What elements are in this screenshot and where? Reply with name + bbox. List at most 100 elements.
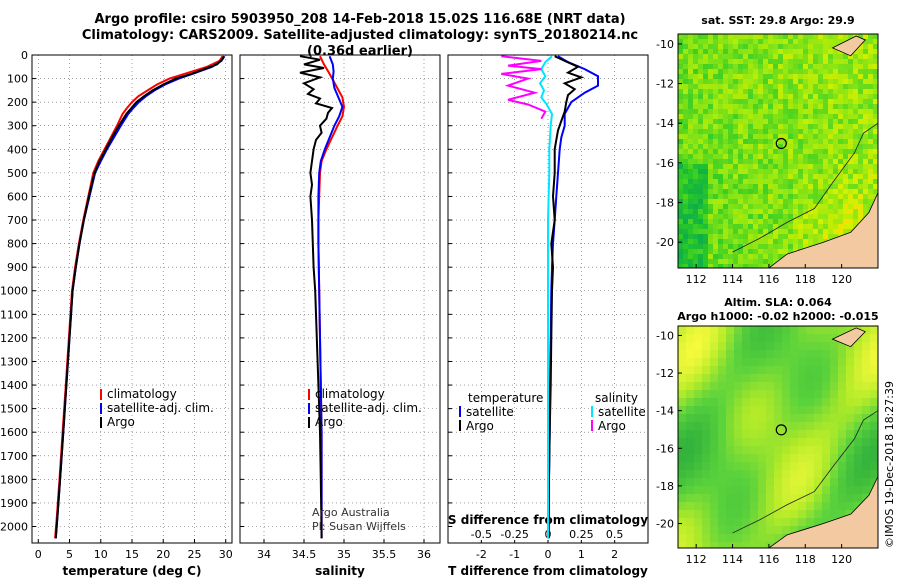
map-subtitle: Argo h1000: -0.02 h2000: -0.015 — [677, 310, 878, 323]
depth-tick-label: 1500 — [0, 403, 28, 416]
lon-tick-label: 112 — [686, 273, 707, 286]
series-line-s-argo — [501, 55, 547, 120]
depth-tick-label: 1100 — [0, 308, 28, 321]
depth-tick-label: 300 — [7, 120, 28, 133]
depth-tick-label: 2000 — [0, 520, 28, 533]
series-line-argo — [299, 55, 334, 539]
s-tick-label: 0.25 — [569, 528, 594, 541]
bathymetry-contour — [732, 122, 878, 253]
depth-tick-label: 1700 — [0, 450, 28, 463]
figure-title: Argo profile: csiro 5903950_208 14-Feb-2… — [94, 12, 626, 27]
depth-tick-label: 600 — [7, 190, 28, 203]
x-tick-label: 34 — [257, 548, 271, 561]
map-frame — [677, 33, 879, 269]
lat-tick-label: -10 — [656, 329, 674, 342]
s-tick-label: -0.25 — [500, 528, 528, 541]
depth-tick-label: 1300 — [0, 355, 28, 368]
x-axis-label: salinity — [315, 564, 365, 578]
sla-map-panel: 112 114 116 118 120 -10 -12 -14 -16 -18 -20 Altim. … — [656, 296, 879, 566]
lon-tick-label: 120 — [831, 553, 852, 566]
bathymetry-contour — [732, 410, 878, 534]
map-title: Altim. SLA: 0.064 — [724, 296, 832, 309]
depth-tick-label: 800 — [7, 238, 28, 251]
x-tick-label: 35.5 — [372, 548, 397, 561]
panel-frame — [447, 54, 649, 544]
x-tick-label: 36 — [417, 548, 431, 561]
x-tick-label: 5 — [66, 548, 73, 561]
legend-label: satellite — [466, 405, 514, 419]
lon-tick-label: 118 — [795, 273, 816, 286]
x-tick-label: -1 — [509, 548, 520, 561]
legend-title-temperature: temperature — [468, 391, 543, 405]
legend-label: Argo — [107, 415, 135, 429]
series-line-t-satellite — [547, 55, 599, 539]
s-tick-label: -0.5 — [471, 528, 492, 541]
series-line-climatology — [54, 55, 224, 539]
x-tick-label: 0 — [35, 548, 42, 561]
series-line-t-argo — [547, 55, 585, 539]
coastline-land — [768, 476, 878, 548]
depth-tick-label: 400 — [7, 143, 28, 156]
panel-frame — [239, 54, 441, 544]
x-tick-label: 35 — [337, 548, 351, 561]
sst-map-panel: 112 114 116 118 120 -10 -12 -14 -16 -18 -20 sat. SS… — [656, 14, 879, 286]
island-land — [831, 327, 866, 348]
map-frame — [677, 325, 879, 549]
argo-float-marker — [775, 424, 787, 436]
panel-frame — [31, 54, 233, 544]
lat-tick-label: -16 — [656, 157, 674, 170]
depth-tick-label: 1400 — [0, 379, 28, 392]
argo-float-marker — [775, 137, 787, 150]
lon-tick-label: 116 — [758, 273, 779, 286]
lon-tick-label: 118 — [795, 553, 816, 566]
lat-tick-label: -20 — [656, 236, 674, 249]
series-line-satellite-adj-clim- — [54, 55, 226, 539]
depth-tick-label: 900 — [7, 261, 28, 274]
depth-tick-label: 1600 — [0, 426, 28, 439]
depth-tick-label: 100 — [7, 73, 28, 86]
lat-tick-label: -18 — [656, 480, 674, 493]
x-axis-label: T difference from climatology — [448, 564, 648, 578]
depth-tick-label: 700 — [7, 214, 28, 227]
lat-tick-label: -10 — [656, 38, 674, 51]
temperature-panel: 0100200300400500600700800900100011001200… — [0, 49, 233, 578]
lat-tick-label: -12 — [656, 367, 674, 380]
legend-label: climatology — [107, 387, 177, 401]
island-land — [831, 35, 866, 57]
x-tick-label: 10 — [94, 548, 108, 561]
legend-label: satellite-adj. clim. — [107, 401, 214, 415]
legend-label: satellite — [598, 405, 646, 419]
map-field — [678, 326, 878, 548]
x-tick-label: 20 — [156, 548, 170, 561]
depth-tick-label: 0 — [21, 49, 28, 62]
legend-label: satellite-adj. clim. — [315, 401, 422, 415]
credit-line: PI: Susan Wijffels — [312, 520, 406, 533]
lat-tick-label: -12 — [656, 78, 674, 91]
credit-line: Argo Australia — [312, 506, 390, 519]
lat-tick-label: -18 — [656, 197, 674, 210]
x-tick-label: 30 — [219, 548, 233, 561]
lon-tick-label: 112 — [686, 553, 707, 566]
lat-tick-label: -20 — [656, 518, 674, 531]
legend-label: climatology — [315, 387, 385, 401]
legend-label: Argo — [466, 419, 494, 433]
lon-tick-label: 114 — [722, 273, 743, 286]
x-axis-label: temperature (deg C) — [63, 564, 202, 578]
x-tick-label: 15 — [125, 548, 139, 561]
imos-credit: ©IMOS 19-Dec-2018 18:27:39 — [883, 381, 896, 548]
legend-label: Argo — [315, 415, 343, 429]
lon-tick-label: 116 — [758, 553, 779, 566]
series-line-s-satellite — [538, 55, 554, 539]
series-line-argo — [54, 55, 225, 539]
x-tick-label: 25 — [188, 548, 202, 561]
x-tick-label: 0 — [545, 548, 552, 561]
lat-tick-label: -16 — [656, 442, 674, 455]
series-line-satellite-adj-clim- — [317, 55, 344, 539]
x-tick-label: 2 — [611, 548, 618, 561]
depth-tick-label: 200 — [7, 96, 28, 109]
x-tick-label: -2 — [476, 548, 487, 561]
map-title: sat. SST: 29.8 Argo: 29.9 — [701, 14, 854, 27]
legend-title-salinity: salinity — [595, 391, 638, 405]
x-tick-label: 1 — [578, 548, 585, 561]
